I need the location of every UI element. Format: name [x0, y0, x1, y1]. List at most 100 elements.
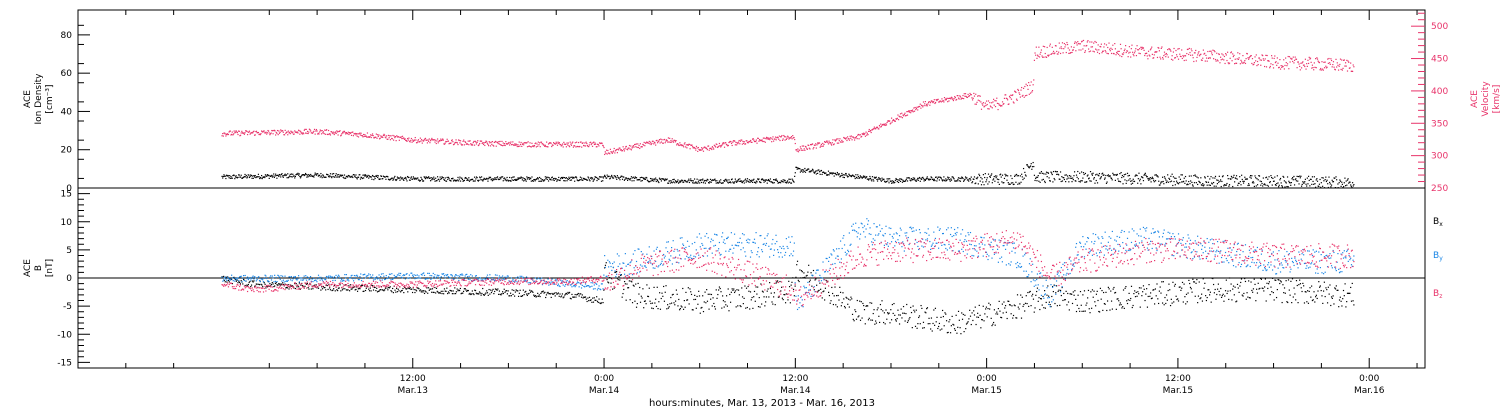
bx-point — [246, 284, 248, 286]
velocity-point — [634, 143, 636, 145]
velocity-point — [906, 114, 909, 116]
velocity-point — [371, 133, 374, 135]
velocity-point — [524, 142, 526, 144]
velocity-point — [901, 117, 904, 119]
ion-density-point — [957, 178, 959, 180]
velocity-point — [527, 141, 529, 143]
field-tick-label: -5 — [63, 302, 72, 312]
ion-density-point — [993, 176, 995, 178]
ion-density-point — [583, 177, 585, 180]
bx-point — [833, 295, 835, 297]
velocity-point — [871, 129, 874, 131]
bx-point — [1066, 304, 1068, 306]
velocity-point — [899, 116, 901, 118]
velocity-point — [1267, 60, 1269, 62]
ion-density-point — [920, 178, 923, 180]
ion-density-point — [1153, 181, 1155, 183]
bx-point — [352, 286, 355, 288]
velocity-point — [705, 147, 707, 149]
ion-density-point — [228, 177, 230, 179]
bx-point — [244, 284, 246, 287]
velocity-point — [1035, 46, 1037, 48]
bx-point — [668, 306, 670, 308]
velocity-point — [987, 100, 990, 102]
bx-point — [844, 307, 846, 309]
ion-density-point — [886, 178, 888, 180]
velocity-point — [340, 135, 342, 137]
ion-density-point — [976, 178, 978, 180]
velocity-point — [273, 129, 275, 131]
velocity-point — [938, 101, 940, 103]
velocity-point — [1102, 50, 1104, 52]
ion-density-point — [1350, 185, 1352, 187]
velocity-point — [964, 95, 966, 97]
ion-density-point — [997, 181, 999, 183]
ion-density-point — [954, 180, 956, 182]
bx-point — [1071, 302, 1074, 305]
velocity-point — [509, 144, 511, 146]
velocity-point — [1278, 66, 1280, 68]
bx-point — [242, 283, 244, 285]
ion-density-point — [607, 176, 609, 178]
velocity-point — [593, 143, 596, 146]
velocity-point — [649, 141, 652, 143]
velocity-point — [1251, 58, 1254, 60]
ion-density-point — [1126, 172, 1129, 174]
velocity-point — [1102, 50, 1104, 52]
velocity-point — [394, 136, 396, 139]
velocity-point — [227, 133, 230, 136]
velocity-point — [994, 105, 997, 108]
velocity-point — [714, 146, 717, 148]
velocity-point — [1341, 59, 1343, 61]
bx-point — [455, 291, 457, 293]
velocity-point — [735, 141, 737, 144]
velocity-point — [482, 143, 485, 146]
velocity-point — [751, 141, 753, 143]
velocity-point — [1312, 66, 1314, 69]
ion-density-point — [554, 178, 557, 180]
ion-density-point — [755, 180, 758, 182]
bx-point — [651, 302, 654, 304]
bx-point — [417, 287, 419, 289]
bx-point — [1137, 291, 1139, 293]
ion-density-point — [1348, 181, 1351, 183]
velocity-point — [839, 138, 841, 140]
bx-point — [491, 290, 493, 292]
velocity-point — [339, 130, 341, 132]
ion-density-point — [461, 177, 463, 179]
velocity-point — [1221, 58, 1224, 60]
bx-point — [571, 293, 573, 296]
bx-point — [236, 279, 238, 281]
ion-density-point — [832, 172, 834, 174]
ion-density-point — [1302, 181, 1304, 183]
velocity-point — [957, 97, 960, 99]
velocity-point — [1181, 49, 1183, 51]
ion-density-point — [445, 180, 447, 182]
velocity-point — [293, 133, 295, 135]
ion-density-point — [856, 177, 858, 179]
velocity-point — [695, 145, 698, 147]
velocity-point — [926, 103, 928, 105]
velocity-point — [1266, 54, 1268, 57]
ion-density-point — [1027, 165, 1029, 167]
ion-density-point — [340, 175, 342, 177]
ion-density-point — [311, 175, 313, 177]
ion-density-point — [227, 175, 230, 177]
ion-density-point — [459, 180, 462, 182]
bx-point — [348, 285, 350, 287]
bx-point — [854, 309, 856, 311]
bx-point — [997, 307, 999, 310]
ion-density-point — [783, 179, 786, 181]
velocity-point — [336, 130, 338, 132]
ion-density-point — [1252, 180, 1254, 183]
bx-point — [922, 327, 924, 329]
velocity-point — [775, 139, 777, 141]
ion-density-point — [385, 178, 387, 180]
velocity-point — [225, 133, 228, 136]
ion-density-point — [496, 176, 498, 179]
ion-density-point — [827, 174, 829, 176]
ion-density-point — [1185, 180, 1187, 182]
bx-point — [682, 287, 684, 290]
velocity-point — [984, 102, 986, 104]
bx-point — [1125, 286, 1127, 288]
